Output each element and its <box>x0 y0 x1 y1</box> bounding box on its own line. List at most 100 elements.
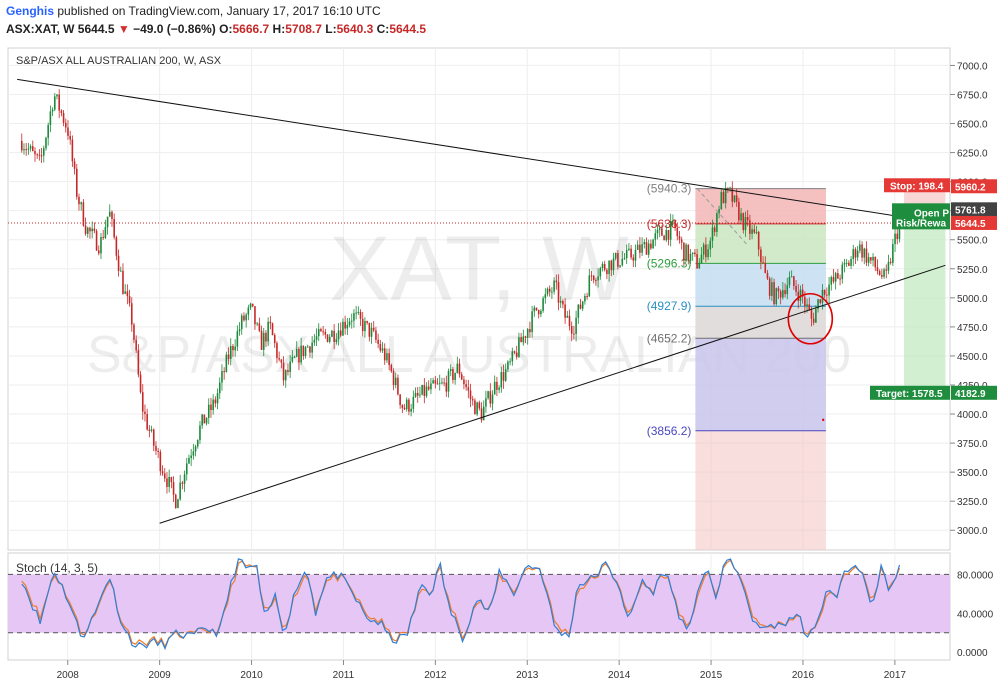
candle-body <box>416 392 419 396</box>
candle-body <box>463 379 465 385</box>
candle-body <box>234 346 236 351</box>
x-tick-label: 2008 <box>57 670 80 681</box>
candle-body <box>524 336 527 338</box>
candle-body <box>870 257 872 261</box>
trendline-downtrend <box>17 78 900 217</box>
candle-body <box>713 227 716 233</box>
high-label: H: <box>272 22 286 36</box>
candle-body <box>190 455 192 459</box>
candle-body <box>31 146 34 152</box>
candle-body <box>401 405 404 408</box>
candle-body <box>680 239 683 243</box>
candle-body <box>372 327 375 331</box>
candle-body <box>104 227 107 239</box>
candle-body <box>42 148 45 156</box>
candle-body <box>245 314 247 321</box>
fib-level-label: (5636.3) <box>647 217 692 231</box>
candle-body <box>601 263 604 268</box>
candle-body <box>445 382 448 392</box>
candle-body <box>119 270 122 272</box>
candle-body <box>876 267 879 272</box>
candle-body <box>848 262 850 266</box>
candle-body <box>67 127 69 136</box>
candle-body <box>383 348 386 361</box>
candle-body <box>685 244 687 261</box>
candle-body <box>883 269 885 277</box>
y-tick-label: 5000.0 <box>957 294 988 305</box>
candle-body <box>80 202 82 205</box>
candle-body <box>837 273 839 279</box>
axis-badge-label: 4182.9 <box>955 389 986 400</box>
candle-body <box>168 476 170 487</box>
candle-body <box>709 240 712 250</box>
candle-body <box>740 213 742 221</box>
candle-body <box>91 228 93 232</box>
x-tick-label: 2010 <box>240 670 263 681</box>
candle-body <box>698 263 701 269</box>
candle-body <box>826 294 828 296</box>
candle-body <box>276 343 278 359</box>
candle-body <box>370 327 373 337</box>
y-tick-label: 7000.0 <box>957 61 988 72</box>
candle-body <box>603 263 606 270</box>
candle-body <box>309 346 311 353</box>
candle-body <box>141 392 144 412</box>
candle-body <box>58 94 60 111</box>
candle-body <box>551 291 553 293</box>
fib-zone <box>695 338 826 431</box>
candle-body <box>278 358 280 360</box>
stoch-k-line <box>21 558 901 651</box>
candle-body <box>467 387 470 391</box>
candle-body <box>669 220 672 240</box>
candle-body <box>174 494 177 509</box>
candle-body <box>834 273 837 282</box>
candle-body <box>509 361 511 363</box>
annotation-circle <box>787 292 834 345</box>
candle-body <box>821 289 824 303</box>
candle-body <box>597 276 599 281</box>
candle-body <box>812 318 815 323</box>
candle-body <box>850 258 852 266</box>
author-link[interactable]: Genghis <box>6 4 55 18</box>
candle-body <box>113 219 115 238</box>
candle-body <box>247 307 250 315</box>
candle-body <box>421 384 423 395</box>
candle-body <box>295 348 298 357</box>
candle-body <box>755 231 758 233</box>
candle-body <box>650 243 652 249</box>
candle-body <box>606 269 608 275</box>
candle-body <box>313 339 316 343</box>
candle-body <box>872 256 874 261</box>
candle-body <box>183 474 186 484</box>
candle-body <box>25 149 27 151</box>
candle-body <box>51 109 54 112</box>
candle-body <box>357 311 360 313</box>
candle-body <box>410 408 412 412</box>
candle-body <box>733 195 736 202</box>
candle-body <box>775 288 778 304</box>
candle-body <box>34 151 36 155</box>
candle-body <box>749 220 751 234</box>
candle-body <box>504 369 507 381</box>
candle-body <box>152 429 155 446</box>
candle-body <box>592 275 595 281</box>
x-tick-label: 2015 <box>700 670 723 681</box>
candle-body <box>188 458 190 464</box>
candle-body <box>64 122 67 128</box>
candle-body <box>106 216 109 228</box>
candle-body <box>265 332 267 342</box>
candle-body <box>405 399 408 410</box>
candle-body <box>201 414 203 426</box>
candle-body <box>240 315 243 330</box>
candle-body <box>399 394 401 406</box>
candle-body <box>661 228 663 236</box>
candle-body <box>471 399 474 401</box>
stoch-tick-label: 80.0000 <box>957 570 994 581</box>
candle-body <box>867 257 870 263</box>
candle-body <box>148 429 151 432</box>
candle-body <box>212 399 214 411</box>
y-tick-label: 4000.0 <box>957 410 988 421</box>
candle-body <box>353 313 355 321</box>
candle-body <box>496 381 498 390</box>
